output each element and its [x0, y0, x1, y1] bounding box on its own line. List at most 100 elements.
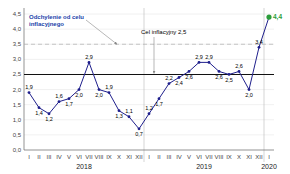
data-label: 1,3	[115, 113, 123, 119]
data-point	[158, 97, 161, 100]
x-axis	[24, 150, 274, 151]
annotation: Cel inflacyjny 2,5	[141, 29, 187, 35]
grid-line	[24, 74, 274, 75]
data-point	[228, 73, 231, 76]
data-label: 1,7	[65, 101, 73, 107]
x-tick-label: IX	[106, 154, 112, 160]
grid-line	[24, 89, 274, 90]
group-label: 2019	[196, 163, 212, 170]
chart: 0,0 0,5 1,0 1,5 2,0 2,5 3,0 3,5 4,0 4,5 2018 2019 20…	[0, 0, 290, 174]
reference-line	[24, 44, 274, 45]
y-tick-label: 3,0	[13, 56, 22, 62]
data-label: 4,4	[273, 13, 282, 21]
x-tick-label: V	[67, 154, 71, 160]
x-tick-label: VII	[205, 154, 213, 160]
x-tick-label: XII	[135, 154, 143, 160]
x-tick-label: III	[166, 154, 171, 160]
data-point	[38, 106, 41, 109]
x-tick-label: VIII	[214, 154, 223, 160]
data-label: 2,2	[165, 75, 173, 81]
x-tick-label: VI	[196, 154, 202, 160]
y-tick-label: 1,5	[13, 102, 22, 108]
x-tick-label: I	[148, 154, 150, 160]
x-tick-label: II	[157, 154, 161, 160]
group-label: 2020	[261, 163, 277, 170]
x-tick-label: IV	[176, 154, 182, 160]
data-point	[258, 46, 261, 49]
y-tick-label: 3,5	[13, 41, 22, 47]
data-label: 2,4	[175, 80, 183, 86]
data-label: 2,0	[95, 92, 103, 98]
y-tick-label: 0,0	[13, 147, 22, 153]
grid-line	[24, 59, 274, 60]
data-label: 2,6	[215, 74, 223, 80]
group-label: 2018	[76, 163, 92, 170]
x-tick-label: V	[187, 154, 191, 160]
x-tick-label: X	[117, 154, 121, 160]
y-tick-label: 0,5	[13, 132, 22, 138]
data-label: 2,0	[75, 92, 83, 98]
data-point	[48, 112, 51, 115]
data-label: 1,1	[125, 108, 133, 114]
data-point	[68, 97, 71, 100]
data-point	[28, 91, 31, 94]
y-tick-label: 2,5	[13, 71, 22, 77]
data-label: 2,9	[85, 54, 93, 60]
annotation: Odchylenie od celuinflacyjnego	[29, 14, 84, 27]
data-label: 2,6	[185, 74, 193, 80]
data-label: 1,6	[55, 93, 63, 99]
grid-line	[24, 134, 274, 135]
data-label: 2,5	[225, 77, 233, 83]
y-tick-label: 4,0	[13, 26, 22, 32]
x-tick-label: X	[237, 154, 241, 160]
y-tick-label: 4,5	[13, 11, 22, 17]
x-tick-label: XI	[246, 154, 252, 160]
data-label: 1,7	[155, 101, 163, 107]
data-point	[118, 109, 121, 112]
data-label: 0,7	[135, 131, 143, 137]
data-point	[168, 82, 171, 85]
annotation-arrow	[86, 20, 117, 44]
data-label: 2,9	[205, 54, 213, 60]
annotation-arrow	[154, 37, 155, 73]
annotation-line: Odchylenie od celu	[29, 14, 84, 20]
data-label: 1,9	[105, 84, 113, 90]
reference-line	[24, 74, 274, 75]
data-point	[108, 91, 111, 94]
y-tick-label: 2,0	[13, 87, 22, 93]
grid-line	[24, 44, 274, 45]
grid-line	[24, 119, 274, 120]
data-point	[188, 70, 191, 73]
data-point	[248, 88, 251, 91]
data-point	[148, 112, 151, 115]
data-point	[58, 100, 61, 103]
data-point	[128, 115, 131, 118]
data-point	[238, 70, 241, 73]
y-axis	[24, 8, 25, 150]
series-line	[29, 17, 269, 129]
x-tick-label: VII	[85, 154, 93, 160]
data-label: 2,9	[195, 54, 203, 60]
data-point	[218, 70, 221, 73]
data-label: 1,4	[35, 110, 43, 116]
x-tick-label: III	[46, 154, 51, 160]
data-point	[208, 61, 211, 64]
data-point	[78, 88, 81, 91]
data-point	[88, 61, 91, 64]
x-tick-label: I	[268, 154, 270, 160]
x-tick-label: IX	[226, 154, 232, 160]
x-tick-label: VIII	[94, 154, 103, 160]
x-tick-label: IV	[56, 154, 62, 160]
data-point	[138, 127, 141, 130]
data-label: 2,6	[235, 63, 243, 69]
data-label: 1,2	[145, 105, 153, 111]
x-tick-label: XII	[255, 154, 263, 160]
x-tick-label: VI	[76, 154, 82, 160]
x-tick-label: XI	[126, 154, 132, 160]
data-group	[28, 14, 272, 130]
data-label: 1,9	[25, 84, 33, 90]
data-label: 3,4	[255, 39, 263, 45]
x-tick-label: I	[28, 154, 30, 160]
y-tick-label: 1,0	[13, 117, 22, 123]
data-label: 1,2	[45, 116, 53, 122]
